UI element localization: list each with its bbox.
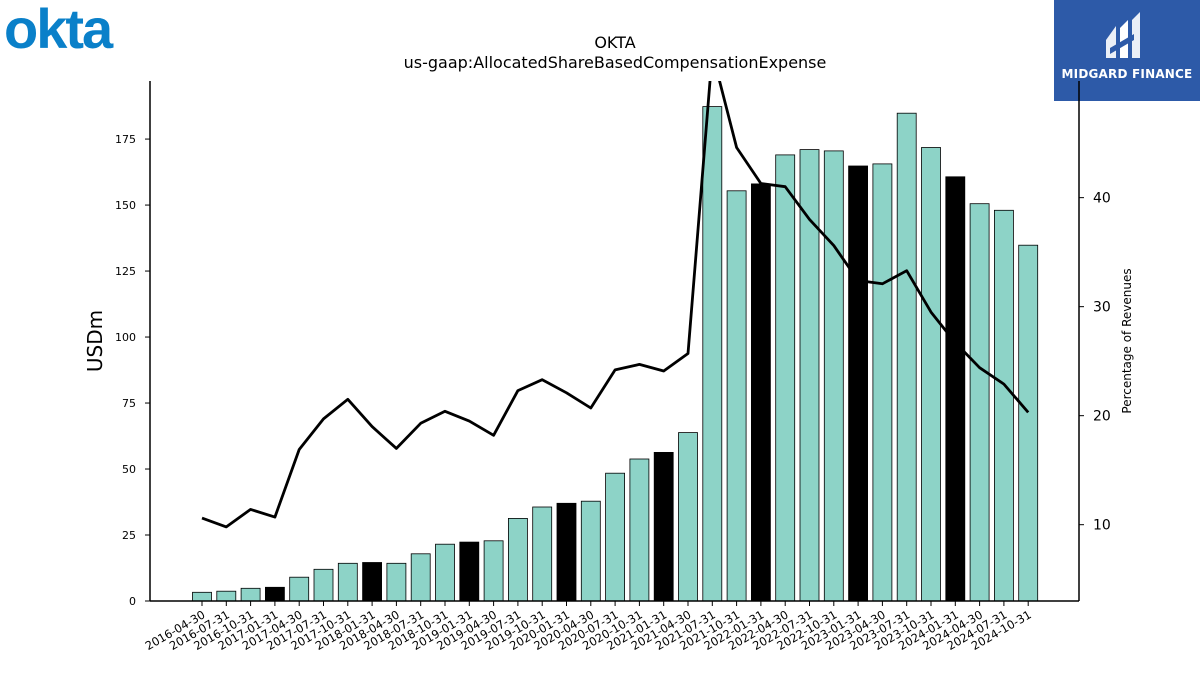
bar-2016-10-31	[240, 587, 261, 602]
y-tick-label: 75	[122, 397, 136, 410]
bar-2019-07-31	[507, 518, 528, 602]
bar-2022-10-31	[823, 150, 844, 602]
bar-2016-07-31	[216, 590, 237, 602]
bar-2022-04-30	[775, 154, 796, 602]
y2-tick-label: 40	[1093, 191, 1111, 207]
y-tick-label: 25	[122, 529, 136, 542]
chart-title: OKTA	[594, 33, 635, 52]
bar-2019-01-31	[459, 541, 480, 602]
y2-tick-label: 10	[1093, 518, 1111, 534]
percentage-line	[201, 81, 1030, 529]
bar-2020-01-31	[556, 502, 577, 602]
bar-2016-04-30	[192, 591, 212, 602]
okta-logo: okta	[4, 2, 116, 54]
y2-tick-label: 30	[1093, 300, 1111, 316]
bar-2023-04-30	[872, 163, 893, 602]
bar-2024-07-31	[994, 209, 1014, 602]
bar-2021-04-30	[678, 432, 698, 602]
bar-2024-10-31	[1018, 244, 1039, 602]
bar-2021-10-31	[726, 190, 747, 602]
y-tick-label: 100	[115, 331, 136, 344]
chart-subtitle: us-gaap:AllocatedShareBasedCompensationE…	[404, 53, 827, 72]
bar-series	[192, 106, 1039, 602]
y2-tick-label: 20	[1093, 409, 1111, 425]
axes	[149, 81, 1080, 602]
bar-2018-01-31	[362, 562, 383, 602]
bar-2017-07-31	[313, 568, 334, 602]
bar-2023-07-31	[896, 112, 917, 602]
midgard-emblem-icon	[1106, 12, 1140, 58]
bar-2023-10-31	[921, 147, 941, 602]
bar-2018-10-31	[435, 543, 455, 602]
y-tick-label: 125	[115, 265, 136, 278]
y-tick-label: 0	[129, 595, 136, 608]
bar-2019-04-30	[483, 540, 504, 602]
bar-2020-04-30	[580, 500, 601, 602]
y-tick-label: 175	[115, 133, 136, 146]
okta-logo-text: okta	[4, 2, 114, 54]
y-axis-label: USDm	[83, 310, 107, 372]
bar-2017-10-31	[337, 562, 358, 602]
line-series	[201, 81, 1030, 529]
y2-axis-label: Percentage of Revenues	[1120, 268, 1134, 413]
bar-2022-01-31	[751, 183, 771, 602]
bar-2021-01-31	[653, 451, 674, 602]
bar-2024-04-30	[969, 203, 990, 602]
bar-2019-10-31	[532, 506, 553, 602]
bar-2018-07-31	[410, 553, 431, 602]
bar-2017-01-31	[264, 586, 285, 602]
bar-2020-10-31	[629, 458, 650, 602]
bar-2020-07-31	[605, 472, 625, 602]
bar-2018-04-30	[386, 562, 407, 602]
midgard-finance-logo-text: MIDGARD FINANCE	[1061, 67, 1193, 81]
bar-2021-07-31	[702, 106, 723, 602]
y-tick-label: 150	[115, 199, 136, 212]
y-tick-label: 50	[122, 463, 136, 476]
bar-2023-01-31	[848, 165, 868, 602]
bar-2017-04-30	[289, 576, 310, 602]
bar-2024-01-31	[945, 176, 966, 602]
ticks: 0255075100125150175102030402016-04-30201…	[115, 133, 1111, 653]
